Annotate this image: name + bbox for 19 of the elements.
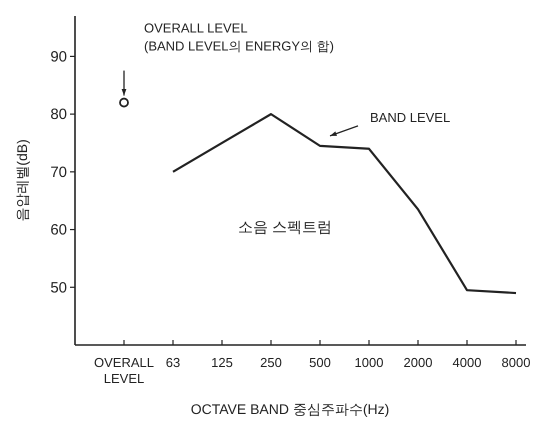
y-tick-label: 70 [50, 164, 67, 181]
x-tick-label: 125 [211, 355, 233, 370]
y-tick-label: 90 [50, 48, 67, 66]
x-tick-label: 8000 [502, 355, 530, 370]
x-tick-label: OVERALL LEVEL [94, 355, 154, 386]
x-tick-label: 2000 [404, 355, 432, 370]
x-tick-label: 500 [309, 355, 331, 370]
annotation: 소음 스펙트럼 [238, 219, 332, 236]
x-axis-title: OCTAVE BAND 중심주파수(Hz) [190, 401, 390, 417]
y-axis-title: 음압레벨(dB) [14, 139, 30, 222]
y-tick-label: 60 [50, 222, 67, 239]
annotation: BAND LEVEL [370, 110, 450, 125]
x-tick-label: 4000 [452, 355, 482, 370]
x-tick-label: 63 [166, 355, 180, 370]
x-tick-label: 250 [260, 355, 282, 370]
y-tick-label: 50 [50, 279, 67, 296]
y-tick-label: 80 [50, 106, 67, 124]
x-tick-label: 1000 [354, 355, 384, 370]
annotation: OVERALL LEVEL (BAND LEVEL의 ENERGY의 합) [144, 20, 334, 54]
